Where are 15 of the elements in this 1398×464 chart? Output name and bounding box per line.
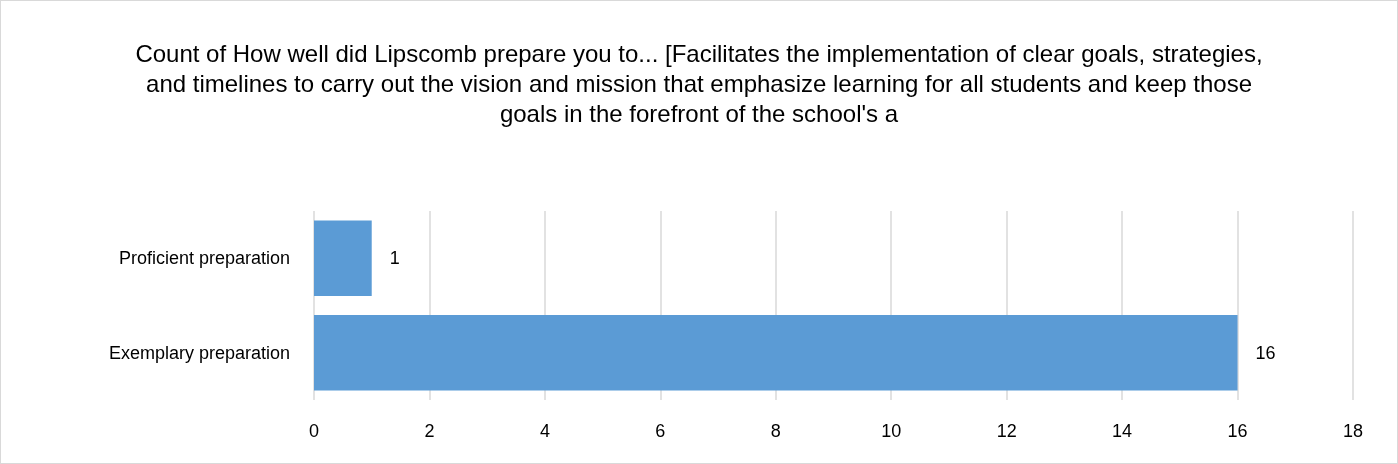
- x-tick-label: 12: [996, 421, 1017, 441]
- x-tick-label: 2: [424, 421, 435, 441]
- x-tick-label: 8: [770, 421, 781, 441]
- data-label: 16: [1255, 342, 1276, 363]
- x-tick-label: 16: [1227, 421, 1248, 441]
- x-tick-label: 6: [655, 421, 666, 441]
- data-label: 1: [389, 248, 400, 269]
- x-tick-label: 4: [539, 421, 550, 441]
- y-tick-label: Proficient preparation: [118, 248, 290, 269]
- x-tick-label: 10: [881, 421, 902, 441]
- x-tick-label: 18: [1342, 421, 1364, 441]
- x-tick-label: 14: [1112, 421, 1133, 441]
- chart-title: Count of How well did Lipscomb prepare you to... [Facilitates the implementation of clear goals, strategies, and timelines to carry out the vision and mission that emphasize learning for all students and keep those goals in the forefront of the school's a: [135, 39, 1263, 127]
- y-tick-label: Exemplary preparation: [108, 342, 290, 363]
- x-tick-label: 0: [308, 421, 320, 441]
